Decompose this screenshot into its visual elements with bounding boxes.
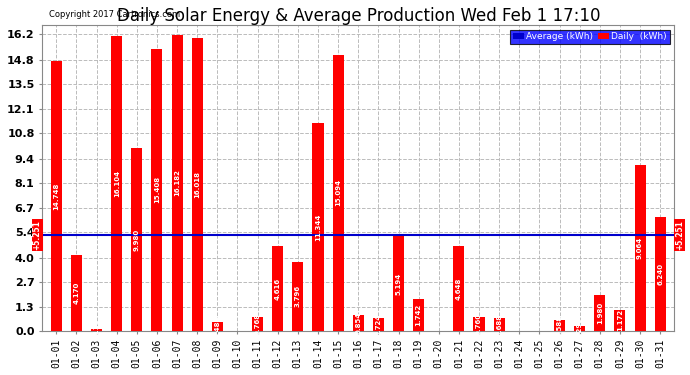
Bar (594, 295, 605, 331)
Bar (393, 236, 404, 331)
Text: 14.748: 14.748 (53, 182, 59, 210)
Text: 0.116: 0.116 (94, 319, 99, 341)
Bar (554, 320, 565, 331)
Bar (473, 317, 484, 331)
Legend: Average (kWh), Daily  (kWh): Average (kWh), Daily (kWh) (510, 30, 670, 44)
Bar (192, 38, 203, 331)
Text: 4.170: 4.170 (73, 282, 79, 304)
Bar (252, 317, 263, 331)
Text: 16.018: 16.018 (194, 171, 200, 198)
Bar (373, 318, 384, 331)
Text: 0.484: 0.484 (215, 315, 220, 338)
Text: 15.094: 15.094 (335, 179, 341, 206)
Text: 1.742: 1.742 (415, 304, 422, 326)
Text: 0.854: 0.854 (355, 312, 362, 334)
Text: 16.182: 16.182 (174, 170, 180, 196)
Bar (313, 123, 324, 331)
Bar (131, 148, 142, 331)
Text: 16.104: 16.104 (114, 170, 119, 197)
Text: +5.251: +5.251 (32, 220, 41, 250)
Bar (453, 246, 464, 331)
Text: 0.760: 0.760 (476, 313, 482, 335)
Text: 0.724: 0.724 (375, 313, 382, 336)
Bar (493, 318, 504, 331)
Bar (172, 34, 183, 331)
Bar (91, 329, 102, 331)
Text: 4.616: 4.616 (275, 278, 281, 300)
Bar (635, 165, 646, 331)
Bar (51, 61, 62, 331)
Text: 1.172: 1.172 (617, 309, 623, 332)
Bar (272, 246, 284, 331)
Text: 6.240: 6.240 (657, 263, 663, 285)
Text: 4.648: 4.648 (456, 277, 462, 300)
Text: Copyright 2017 Cartronics.com: Copyright 2017 Cartronics.com (48, 10, 179, 19)
Text: 0.588: 0.588 (557, 315, 562, 337)
Text: 9.980: 9.980 (134, 228, 140, 251)
Bar (111, 36, 122, 331)
Text: 0.296: 0.296 (577, 317, 582, 339)
Text: 0.768: 0.768 (255, 313, 261, 335)
Bar (413, 299, 424, 331)
Bar (353, 315, 364, 331)
Bar (614, 310, 625, 331)
Bar (151, 49, 162, 331)
Text: 3.796: 3.796 (295, 285, 301, 308)
Text: 15.408: 15.408 (154, 176, 160, 204)
Bar (71, 255, 82, 331)
Bar (655, 217, 666, 331)
Text: +5.251: +5.251 (675, 220, 684, 250)
Text: 5.194: 5.194 (395, 272, 402, 295)
Bar (212, 322, 223, 331)
Text: 11.344: 11.344 (315, 213, 321, 241)
Text: 1.980: 1.980 (597, 302, 603, 324)
Title: Daily Solar Energy & Average Production Wed Feb 1 17:10: Daily Solar Energy & Average Production … (117, 7, 600, 25)
Text: 0.688: 0.688 (496, 314, 502, 336)
Text: 9.064: 9.064 (637, 237, 643, 259)
Bar (333, 54, 344, 331)
Bar (574, 326, 585, 331)
Bar (293, 261, 304, 331)
